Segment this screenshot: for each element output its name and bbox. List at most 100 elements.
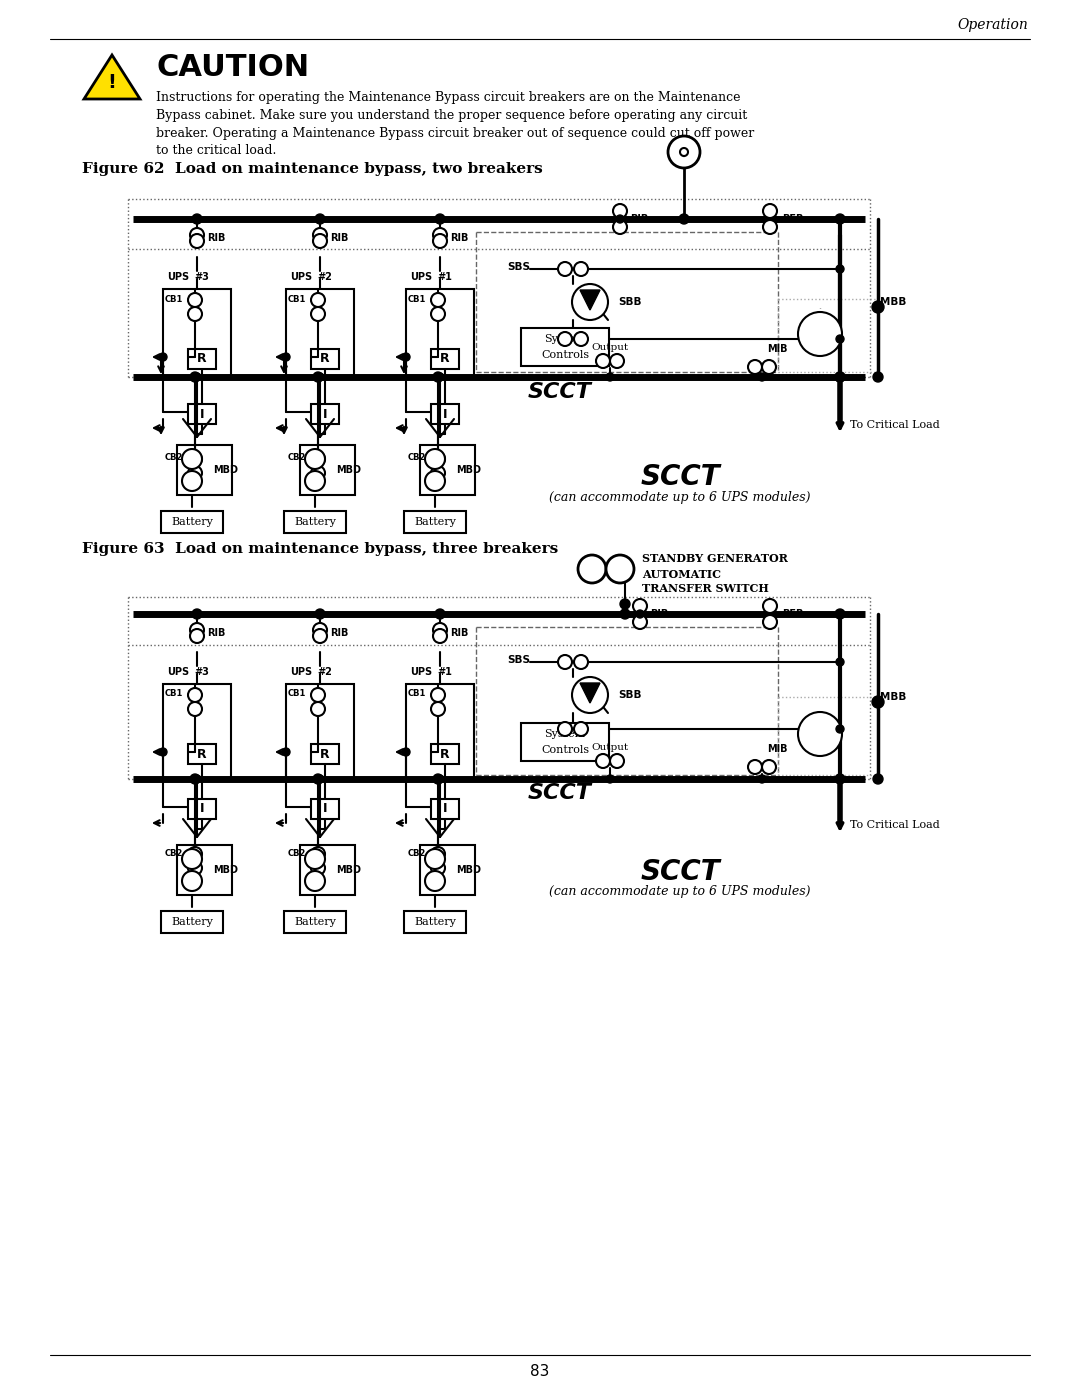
Circle shape xyxy=(578,555,606,583)
Circle shape xyxy=(433,629,447,643)
Text: System: System xyxy=(544,729,585,739)
Circle shape xyxy=(188,467,202,481)
Text: MBD: MBD xyxy=(336,465,361,475)
Circle shape xyxy=(573,722,588,736)
Circle shape xyxy=(762,760,777,774)
Circle shape xyxy=(305,849,325,869)
Circle shape xyxy=(633,599,647,613)
Circle shape xyxy=(313,629,327,643)
Circle shape xyxy=(402,747,410,756)
Circle shape xyxy=(188,861,202,875)
Text: Output: Output xyxy=(592,742,629,752)
Text: Output: Output xyxy=(592,342,629,352)
Text: To Critical Load: To Critical Load xyxy=(850,820,940,830)
Text: #1: #1 xyxy=(437,666,451,678)
Text: SBS: SBS xyxy=(507,263,530,272)
Text: #2: #2 xyxy=(318,272,332,282)
Circle shape xyxy=(748,360,762,374)
Circle shape xyxy=(311,847,325,861)
Text: RIB: RIB xyxy=(207,629,226,638)
Circle shape xyxy=(190,228,204,242)
Text: SCCT: SCCT xyxy=(640,858,719,886)
Circle shape xyxy=(315,214,325,224)
Text: CB2: CB2 xyxy=(408,848,427,858)
Circle shape xyxy=(190,623,204,637)
Circle shape xyxy=(798,312,842,356)
Circle shape xyxy=(435,609,445,619)
Text: CB1: CB1 xyxy=(165,690,184,698)
Circle shape xyxy=(636,610,644,617)
Circle shape xyxy=(431,847,445,861)
Text: CB2: CB2 xyxy=(165,454,184,462)
Bar xyxy=(300,446,355,495)
Text: CB2: CB2 xyxy=(165,848,184,858)
Text: CB1: CB1 xyxy=(288,295,307,303)
Bar xyxy=(188,745,216,764)
Circle shape xyxy=(188,293,202,307)
Circle shape xyxy=(836,335,843,344)
Bar xyxy=(406,685,474,780)
Bar xyxy=(163,685,231,780)
Circle shape xyxy=(190,235,204,249)
Circle shape xyxy=(183,849,202,869)
Circle shape xyxy=(835,774,845,784)
Circle shape xyxy=(313,623,327,637)
Bar xyxy=(404,511,465,534)
Text: I: I xyxy=(443,802,447,816)
Bar xyxy=(311,745,339,764)
Text: TRANSFER SWITCH: TRANSFER SWITCH xyxy=(642,584,769,595)
Circle shape xyxy=(313,372,323,381)
Circle shape xyxy=(572,284,608,320)
Circle shape xyxy=(282,747,291,756)
Text: Operation: Operation xyxy=(957,18,1028,32)
Circle shape xyxy=(311,687,325,703)
Circle shape xyxy=(311,453,325,467)
Circle shape xyxy=(426,448,445,469)
Circle shape xyxy=(316,373,324,381)
Circle shape xyxy=(431,861,445,875)
Circle shape xyxy=(313,228,327,242)
Text: MBD: MBD xyxy=(456,465,481,475)
Circle shape xyxy=(305,471,325,490)
Polygon shape xyxy=(580,291,600,310)
Text: RIB: RIB xyxy=(450,233,469,243)
Circle shape xyxy=(836,265,843,272)
Bar xyxy=(311,349,339,369)
Text: MBD: MBD xyxy=(213,865,238,875)
Circle shape xyxy=(192,214,202,224)
Circle shape xyxy=(433,372,443,381)
Circle shape xyxy=(596,754,610,768)
Text: #3: #3 xyxy=(194,666,208,678)
Text: I: I xyxy=(200,802,204,816)
Bar xyxy=(161,911,222,933)
Circle shape xyxy=(558,263,572,277)
Circle shape xyxy=(313,774,323,784)
Circle shape xyxy=(606,373,615,381)
Text: Figure 62  Load on maintenance bypass, two breakers: Figure 62 Load on maintenance bypass, tw… xyxy=(82,162,543,176)
Text: Instructions for operating the Maintenance Bypass circuit breakers are on the Ma: Instructions for operating the Maintenan… xyxy=(156,91,741,103)
Circle shape xyxy=(835,214,845,224)
Circle shape xyxy=(679,214,689,224)
Text: CB1: CB1 xyxy=(165,295,184,303)
Text: RIB: RIB xyxy=(450,629,469,638)
Text: Controls: Controls xyxy=(541,351,589,360)
Bar xyxy=(420,845,475,895)
Text: AUTOMATIC: AUTOMATIC xyxy=(642,569,721,580)
Circle shape xyxy=(762,599,777,613)
Circle shape xyxy=(762,615,777,629)
Bar xyxy=(431,745,459,764)
Circle shape xyxy=(762,360,777,374)
Text: UPS: UPS xyxy=(291,272,312,282)
Circle shape xyxy=(188,847,202,861)
Text: CB2: CB2 xyxy=(408,454,427,462)
Circle shape xyxy=(311,467,325,481)
Circle shape xyxy=(282,353,291,360)
Text: BFB: BFB xyxy=(782,609,804,619)
Circle shape xyxy=(835,372,845,381)
Circle shape xyxy=(313,235,327,249)
Circle shape xyxy=(305,448,325,469)
Text: #2: #2 xyxy=(318,666,332,678)
Text: SKRU: SKRU xyxy=(807,330,834,339)
Text: Bypass cabinet. Make sure you understand the proper sequence before operating an: Bypass cabinet. Make sure you understand… xyxy=(156,109,747,122)
Text: R: R xyxy=(320,352,329,366)
